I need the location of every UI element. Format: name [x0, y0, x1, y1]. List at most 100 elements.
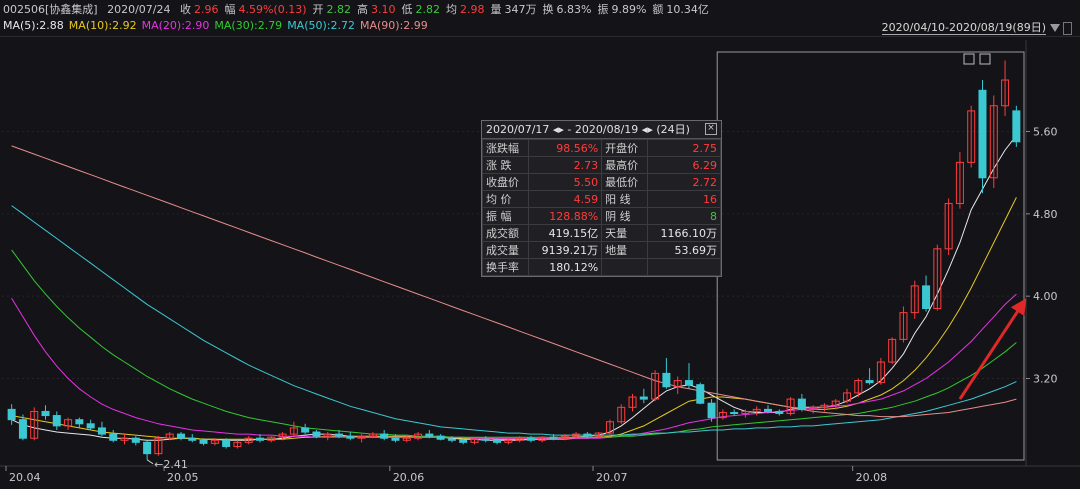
quote-field-label: 均 — [446, 3, 458, 16]
candle-body — [933, 248, 942, 310]
candle-body — [470, 438, 479, 443]
candle-body — [876, 361, 885, 384]
candle-body — [526, 437, 535, 441]
stats-value: 8 — [647, 207, 721, 225]
stats-key: 涨 跌 — [482, 156, 529, 174]
candle-body — [18, 419, 27, 439]
candle-body — [809, 406, 818, 410]
candle-body — [967, 110, 976, 163]
candle-body — [30, 410, 39, 439]
candle-body — [1012, 110, 1021, 143]
candle-body — [210, 439, 219, 444]
candle-body — [368, 433, 377, 437]
candle-body — [560, 435, 569, 439]
candle-body — [910, 285, 919, 314]
stats-value: 419.15亿 — [527, 224, 603, 242]
candle-body — [312, 431, 321, 437]
interval-stats-panel: 2020/07/17 ◂▸ - 2020/08/19 ◂▸ (24日) × 涨跌… — [481, 120, 722, 277]
quote-field-value: 2.96 — [193, 3, 219, 16]
candle-body — [730, 411, 739, 415]
candlestick-chart[interactable]: 5.60 4.80 4.00 3.20 20.04 20.05 20.06 20.07 20.0… — [0, 40, 1080, 489]
scrollbar-handle-icon[interactable] — [1063, 21, 1072, 35]
ma-legend-item: MA(90):2.99 — [359, 19, 428, 32]
stats-value: 2.75 — [647, 139, 721, 157]
candle-body — [707, 402, 716, 419]
candle-body — [662, 372, 671, 388]
candle-body — [673, 380, 682, 388]
candle-body — [278, 433, 287, 438]
quote-field-label: 收 — [179, 3, 191, 16]
stats-key — [601, 258, 649, 276]
annotation-arrow-head — [1010, 298, 1027, 316]
candle-body — [289, 427, 298, 435]
ma-line — [11, 205, 1017, 436]
quote-field-label: 高 — [357, 3, 369, 16]
dropdown-triangle-icon[interactable] — [1050, 24, 1060, 32]
candle-body — [549, 436, 558, 439]
x-tick-label: 20.07 — [596, 471, 628, 484]
candle-body — [651, 372, 660, 400]
candle-body — [639, 396, 648, 400]
quote-field-label: 低 — [401, 3, 413, 16]
candle-body — [188, 437, 197, 441]
candle-body — [978, 89, 987, 179]
stats-key: 最高价 — [601, 156, 649, 174]
candle-body — [831, 400, 840, 406]
candle-body — [357, 435, 366, 439]
candle-body — [797, 398, 806, 410]
date-range-selector[interactable]: 2020/04/10-2020/08/19(89日) — [881, 20, 1072, 36]
quote-field: 额 10.34亿 — [652, 3, 709, 16]
stats-key: 均 价 — [482, 190, 529, 208]
candle-body — [617, 406, 626, 423]
annotation-arrow-line — [958, 306, 1022, 400]
candle-body — [41, 410, 50, 417]
ma-line — [11, 293, 1017, 439]
ma-line — [11, 145, 1017, 418]
quote-field-value: 6.83% — [556, 3, 592, 16]
close-icon[interactable]: × — [705, 123, 717, 135]
stats-key: 阳 线 — [601, 190, 649, 208]
candle-body — [989, 105, 998, 179]
quote-field-value: 3.10 — [371, 3, 396, 16]
quote-field: 均 2.98 — [446, 3, 485, 16]
quote-field-value: 4.59%(0.13) — [238, 3, 307, 16]
stats-row: 涨 跌 2.73 最高价 6.29 — [482, 156, 721, 174]
stats-key: 地量 — [601, 241, 649, 259]
stats-header: 2020/07/17 ◂▸ - 2020/08/19 ◂▸ (24日) × — [482, 121, 721, 139]
x-tick-label: 20.04 — [9, 471, 41, 484]
candle-body — [402, 437, 411, 441]
stats-key: 最低价 — [601, 173, 649, 191]
candle-body — [233, 441, 242, 447]
candle-body — [493, 439, 502, 443]
x-tick-label: 20.06 — [393, 471, 425, 484]
candle-body — [267, 436, 276, 441]
candle-body — [346, 435, 355, 439]
candle-body — [944, 203, 953, 250]
candle-body — [741, 410, 750, 415]
candle-body — [244, 437, 253, 443]
stats-key: 换手率 — [482, 258, 529, 276]
candle-body — [504, 439, 513, 443]
candle-body — [391, 437, 400, 441]
header-divider — [0, 36, 1080, 37]
ma-legend-item: MA(20):2.90 — [141, 19, 210, 32]
stats-value: 98.56% — [527, 139, 603, 157]
quote-field: 低 2.82 — [402, 3, 441, 16]
candle-body — [7, 408, 16, 421]
ma-legend-item: MA(10):2.92 — [68, 19, 137, 32]
quote-field: 量 347万 — [491, 3, 537, 16]
stats-value: 9139.21万 — [527, 241, 603, 259]
candle-body — [955, 161, 964, 205]
candle-body — [775, 410, 784, 415]
stats-value: 6.29 — [647, 156, 721, 174]
quote-date: 2020/07/24 — [107, 3, 171, 16]
candle-body — [481, 438, 490, 441]
quote-field-label: 振 — [597, 3, 609, 16]
date-range-text: 2020/04/10-2020/08/19(89日) — [881, 21, 1046, 35]
stats-value: 4.59 — [527, 190, 603, 208]
stats-row: 涨跌幅 98.56% 开盘价 2.75 — [482, 139, 721, 157]
candle-body — [752, 408, 761, 412]
stats-key: 收盘价 — [482, 173, 529, 191]
stock-code: 002506[协鑫集成] — [3, 3, 98, 16]
